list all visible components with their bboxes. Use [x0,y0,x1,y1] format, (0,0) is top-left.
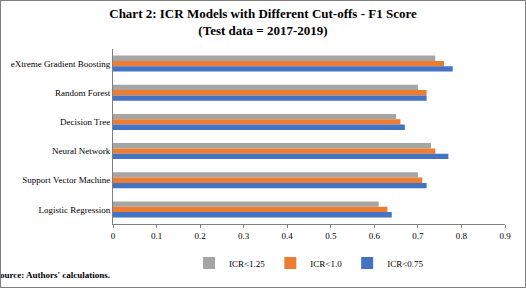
svg-text:ICR<1.25: ICR<1.25 [229,259,265,269]
svg-text:Neural Network: Neural Network [52,146,111,156]
svg-text:0.2: 0.2 [194,231,205,241]
svg-text:0.7: 0.7 [412,231,424,241]
svg-text:ICR<0.75: ICR<0.75 [387,259,423,269]
svg-text:0.3: 0.3 [238,231,250,241]
svg-text:0: 0 [111,231,116,241]
svg-text:Chart 2: ICR Models with Diffe: Chart 2: ICR Models with Different Cut-o… [109,6,417,38]
svg-text:0.9: 0.9 [499,231,511,241]
svg-text:Random Forest: Random Forest [55,88,111,98]
svg-text:0.8: 0.8 [456,231,468,241]
svg-text:0.1: 0.1 [151,231,162,241]
svg-text:0.4: 0.4 [282,231,294,241]
svg-text:ICR<1.0: ICR<1.0 [310,259,342,269]
svg-text:Decision Tree: Decision Tree [60,117,110,127]
svg-text:Logistic Regression: Logistic Regression [38,205,110,215]
svg-text:Support Vector Machine: Support Vector Machine [22,175,110,185]
svg-text:0.5: 0.5 [325,231,337,241]
svg-text:0.6: 0.6 [369,231,381,241]
svg-text:eXtreme Gradient Boosting: eXtreme Gradient Boosting [11,59,111,69]
svg-text:Source: Authors' calculations.: Source: Authors' calculations. [1,270,110,280]
